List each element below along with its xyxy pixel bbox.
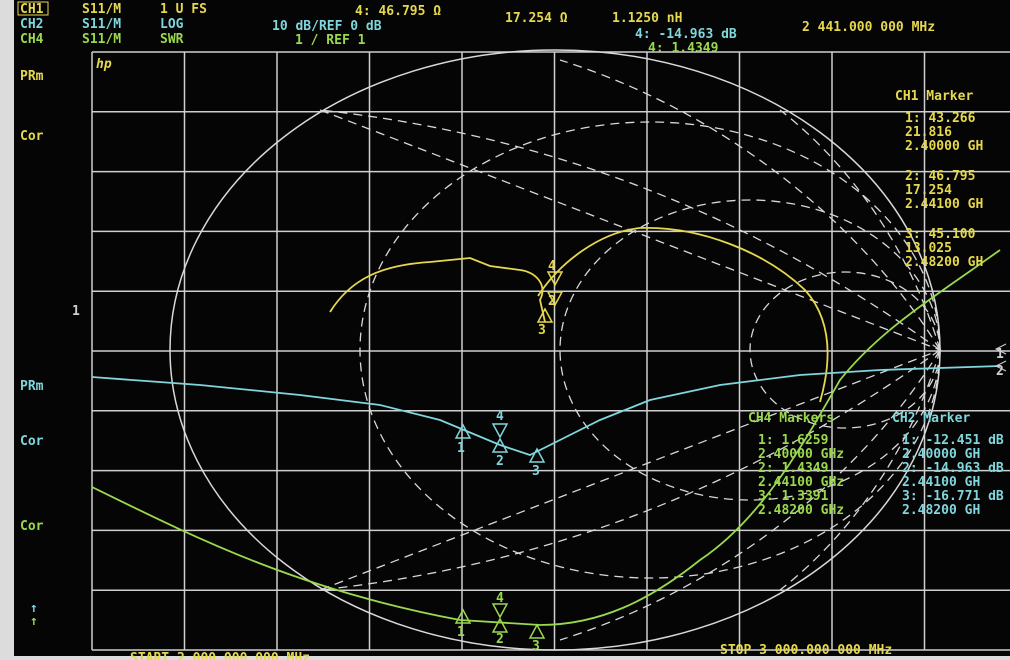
- ch-label: CH4: [20, 32, 44, 47]
- marker-entry: 2: 1.4349: [758, 461, 828, 476]
- ch-label: CH1: [20, 2, 44, 17]
- marker-entry: 3: 1.3391: [758, 489, 829, 504]
- x-arc: [779, 349, 941, 591]
- marker-number: 3: [532, 464, 540, 479]
- left-label: Cor: [20, 519, 44, 534]
- ref: 1 / REF 1: [295, 33, 366, 48]
- ch-format: LOG: [160, 17, 184, 32]
- marker-entry: 2.40000 GH: [902, 447, 980, 462]
- marker-triangle: [491, 437, 509, 453]
- left-label: PRm: [20, 379, 44, 394]
- ref-marker: [994, 360, 1007, 372]
- marker-entry: 2.40000 GHz: [758, 447, 844, 462]
- marker-triangle: [454, 423, 472, 439]
- marker-number: 3: [532, 639, 540, 654]
- marker-entry: 2: -14.963 dB: [902, 461, 1004, 476]
- marker-table-title: CH2 Marker: [892, 411, 970, 426]
- marker-entry: 1: 43.266: [905, 111, 976, 126]
- marker-triangle: [546, 271, 564, 287]
- marker-entry: 2.48200 GH: [902, 503, 980, 518]
- marker-entry: 2: 46.795: [905, 169, 975, 184]
- marker-number: 1: [457, 625, 465, 640]
- marker-entry: 2.44100 GH: [905, 197, 983, 212]
- marker-number: 4: [548, 259, 556, 274]
- marker-entry: 3: -16.771 dB: [902, 489, 1004, 504]
- x-arc: [319, 109, 941, 351]
- marker-table-title: CH1 Marker: [895, 89, 973, 104]
- ch2-trace: [91, 365, 1001, 456]
- marker-triangle: [491, 603, 509, 619]
- marker-triangle: [528, 623, 546, 639]
- marker-swr: 4: 1.4349: [648, 41, 718, 56]
- x-arc: [319, 349, 941, 591]
- graticule: [91, 51, 1010, 651]
- marker-entry: 2.48200 GHz: [758, 503, 844, 518]
- ref-number: 1: [996, 347, 1004, 362]
- marker-triangle: [454, 608, 472, 624]
- marker-entry: 2.48200 GH: [905, 255, 983, 270]
- ch-label: CH2: [20, 17, 43, 32]
- scale: 10 dB/REF 0 dB: [272, 19, 382, 34]
- marker-x: 17.254 Ω: [505, 11, 568, 26]
- marker-entry: 2.40000 GH: [905, 139, 983, 154]
- marker-l: 1.1250 nH: [612, 11, 682, 26]
- ch-format: SWR: [160, 32, 184, 47]
- logo: hp: [96, 57, 112, 72]
- smith-circles: [319, 59, 942, 641]
- marker-entry: 2.44100 GHz: [758, 475, 844, 490]
- marker-number: 3: [538, 323, 546, 338]
- x-arc: [559, 349, 941, 641]
- ch-param: S11/M: [82, 32, 121, 47]
- marker-triangle: [491, 423, 509, 439]
- ch1-trace: [329, 227, 829, 403]
- ch4-trace: [91, 249, 1001, 626]
- x-arc: [559, 59, 941, 351]
- ref-number: 2: [996, 364, 1004, 379]
- ref-marker: [994, 343, 1007, 355]
- marker-number: 2: [496, 632, 504, 647]
- marker-triangle: [491, 617, 509, 633]
- ch-param: S11/M: [82, 17, 121, 32]
- screen-background: [14, 0, 1010, 656]
- frequency: 2 441.000 000 MHz: [802, 20, 935, 35]
- marker-db: 4: -14.963 dB: [635, 27, 737, 42]
- marker-entry: 1: 1.6259: [758, 433, 828, 448]
- marker-entry: 2.44100 GH: [902, 475, 980, 490]
- marker-number: 2: [496, 454, 504, 469]
- left-label: ↑: [30, 601, 38, 616]
- left-label: PRm: [20, 69, 44, 84]
- marker-number: 4: [496, 409, 504, 424]
- marker-entry: 17.254: [905, 183, 952, 198]
- left-label: Cor: [20, 129, 44, 144]
- ch-param: S11/M: [82, 2, 121, 17]
- stop-freq: STOP 3 000.000 000 MHz: [720, 643, 892, 658]
- marker-triangle: [546, 291, 564, 307]
- marker-entry: 3: 45.100: [905, 227, 976, 242]
- left-label: 1: [72, 304, 80, 319]
- marker-number: 1: [457, 441, 465, 456]
- marker-r: 4: 46.795 Ω: [355, 4, 441, 19]
- marker-number: 4: [496, 591, 504, 606]
- screen-text: CH1 S11/M 1 U FS CH2 S11/M LOG CH4 S11/M…: [17, 1, 935, 660]
- x-arc: [319, 109, 942, 591]
- marker-triangle: [536, 307, 554, 323]
- left-label: ↑: [30, 614, 38, 629]
- marker-triangle: [528, 447, 546, 463]
- marker-table-title: CH4 Markers: [748, 411, 834, 426]
- left-label: Cor: [20, 434, 44, 449]
- marker-number: 2: [548, 294, 556, 309]
- marker-entry: 21.816: [905, 125, 952, 140]
- marker-entry: 1: -12.451 dB: [902, 433, 1004, 448]
- x-arc: [779, 109, 941, 351]
- active-channel-box: [17, 1, 49, 16]
- marker-entry: 13.025: [905, 241, 952, 256]
- start-freq: START 2 000.000 000 MHz: [130, 651, 310, 660]
- ch-format: 1 U FS: [160, 2, 207, 17]
